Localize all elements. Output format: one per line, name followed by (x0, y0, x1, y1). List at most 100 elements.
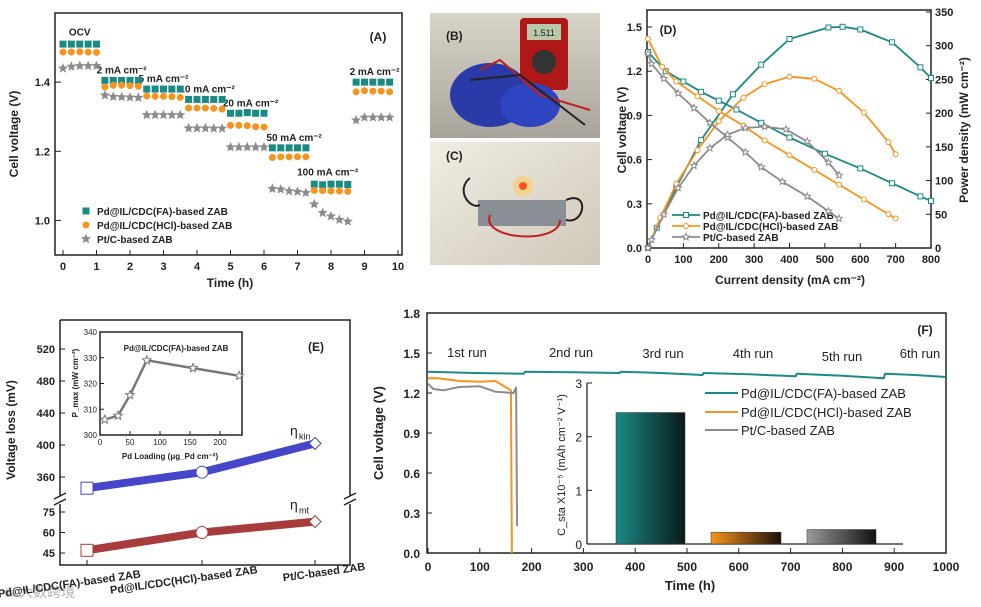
data-point (715, 97, 722, 104)
data-point (175, 109, 186, 120)
data-point (361, 78, 368, 86)
data-point (659, 63, 666, 70)
data-point (294, 153, 301, 161)
data-point (377, 87, 385, 95)
x-tick-label: 2 (127, 261, 133, 273)
data-point (243, 109, 251, 117)
data-point (885, 211, 892, 218)
inset-y-tick: 1 (575, 484, 582, 498)
inset-x-tick: 200 (213, 438, 227, 447)
legend-label: Pd@IL/CDC(HCl)-based ZAB (741, 405, 912, 420)
data-point (134, 82, 142, 90)
x-tick-label: 1000 (933, 560, 960, 574)
current-density-label: 100 mA cm⁻² (297, 167, 359, 178)
data-point (889, 180, 896, 187)
data-point (143, 85, 151, 93)
data-point (185, 95, 193, 103)
data-point (302, 153, 310, 161)
data-point (836, 87, 842, 94)
run-label: 2nd run (549, 345, 593, 360)
data-point (101, 83, 109, 91)
x-tick-label: 300 (745, 254, 763, 266)
photo-c-led-demo: (C) (430, 142, 600, 265)
data-point (124, 92, 136, 102)
data-point (733, 106, 740, 113)
data-point (325, 211, 337, 221)
run-label: 3rd run (642, 346, 683, 361)
data-point (217, 123, 228, 133)
data-point (195, 465, 209, 479)
x-tick-label: 1 (93, 261, 99, 273)
current-density-label: 50 mA cm⁻² (266, 133, 322, 144)
legend-label: Pd@IL/CDC(FA)-based ZAB (741, 386, 906, 401)
legend-label: Pt/C-based ZAB (703, 233, 779, 244)
y2-tick-label: 0 (935, 243, 941, 255)
watermark: © 大数跨境 (5, 584, 75, 600)
x-tick-label: 200 (710, 254, 728, 266)
data-point (786, 134, 793, 141)
axis-break (53, 492, 67, 500)
data-point (143, 92, 151, 100)
inset-y-tick: 0 (575, 538, 582, 552)
data-point (643, 243, 653, 252)
data-point (93, 48, 100, 56)
y-tick-label: 1.2 (627, 66, 642, 78)
x-tick-label: 500 (816, 254, 834, 266)
data-point (823, 206, 833, 216)
x-tick-label: 500 (677, 560, 697, 574)
data-point (857, 26, 864, 33)
x-tick-label: 4 (194, 261, 201, 273)
y-tick-label: 0.3 (403, 507, 420, 521)
data-point (740, 94, 747, 101)
y-tick-label: 0.6 (403, 467, 420, 481)
series-label-subscript: mt (299, 505, 309, 515)
data-point (93, 40, 100, 48)
inset-point (141, 354, 153, 365)
data-point (698, 88, 705, 95)
data-point (285, 144, 293, 152)
data-point (168, 85, 176, 93)
data-point (761, 81, 768, 88)
x-tick-label: 6 (261, 261, 267, 273)
inset-x-tick: 150 (183, 438, 197, 447)
data-point (892, 215, 899, 222)
data-point (758, 61, 765, 68)
x-tick-label: 600 (851, 254, 869, 266)
data-point (892, 151, 899, 158)
y-tick-label: 1.5 (627, 22, 642, 34)
data-point (74, 60, 85, 71)
y-tick-label: 400 (37, 440, 55, 452)
data-point (158, 109, 169, 120)
data-point (200, 122, 211, 133)
data-point (673, 88, 683, 98)
data-point (267, 183, 278, 193)
data-point (193, 104, 201, 112)
data-point (715, 108, 722, 114)
y2-tick-label: 250 (935, 74, 953, 86)
data-point (227, 109, 234, 117)
data-point (823, 157, 833, 167)
data-point (67, 48, 75, 56)
panel-label-d: (D) (660, 23, 677, 37)
data-point (193, 95, 201, 103)
run-label: 1st run (447, 345, 487, 360)
y-tick-label: 1.5 (403, 347, 420, 361)
inset-y-tick: 2 (575, 431, 582, 445)
stability-line (428, 377, 513, 554)
data-point (76, 40, 84, 48)
data-point (729, 91, 736, 98)
data-point (698, 137, 705, 144)
y-tick-label: 1.0 (35, 215, 50, 227)
y2-tick-label: 350 (935, 7, 953, 19)
data-point (361, 87, 368, 95)
data-point (118, 81, 126, 89)
data-point (225, 141, 236, 152)
x-tick-label: 0 (645, 254, 651, 266)
data-point (645, 35, 651, 42)
axis-break (343, 498, 357, 506)
data-point (680, 78, 687, 85)
inset-y-tick: 330 (84, 354, 98, 363)
current-density-label: 5 mA cm⁻² (139, 74, 190, 85)
current-density-label: 10 mA cm⁻² (179, 85, 235, 96)
data-point (761, 137, 768, 144)
